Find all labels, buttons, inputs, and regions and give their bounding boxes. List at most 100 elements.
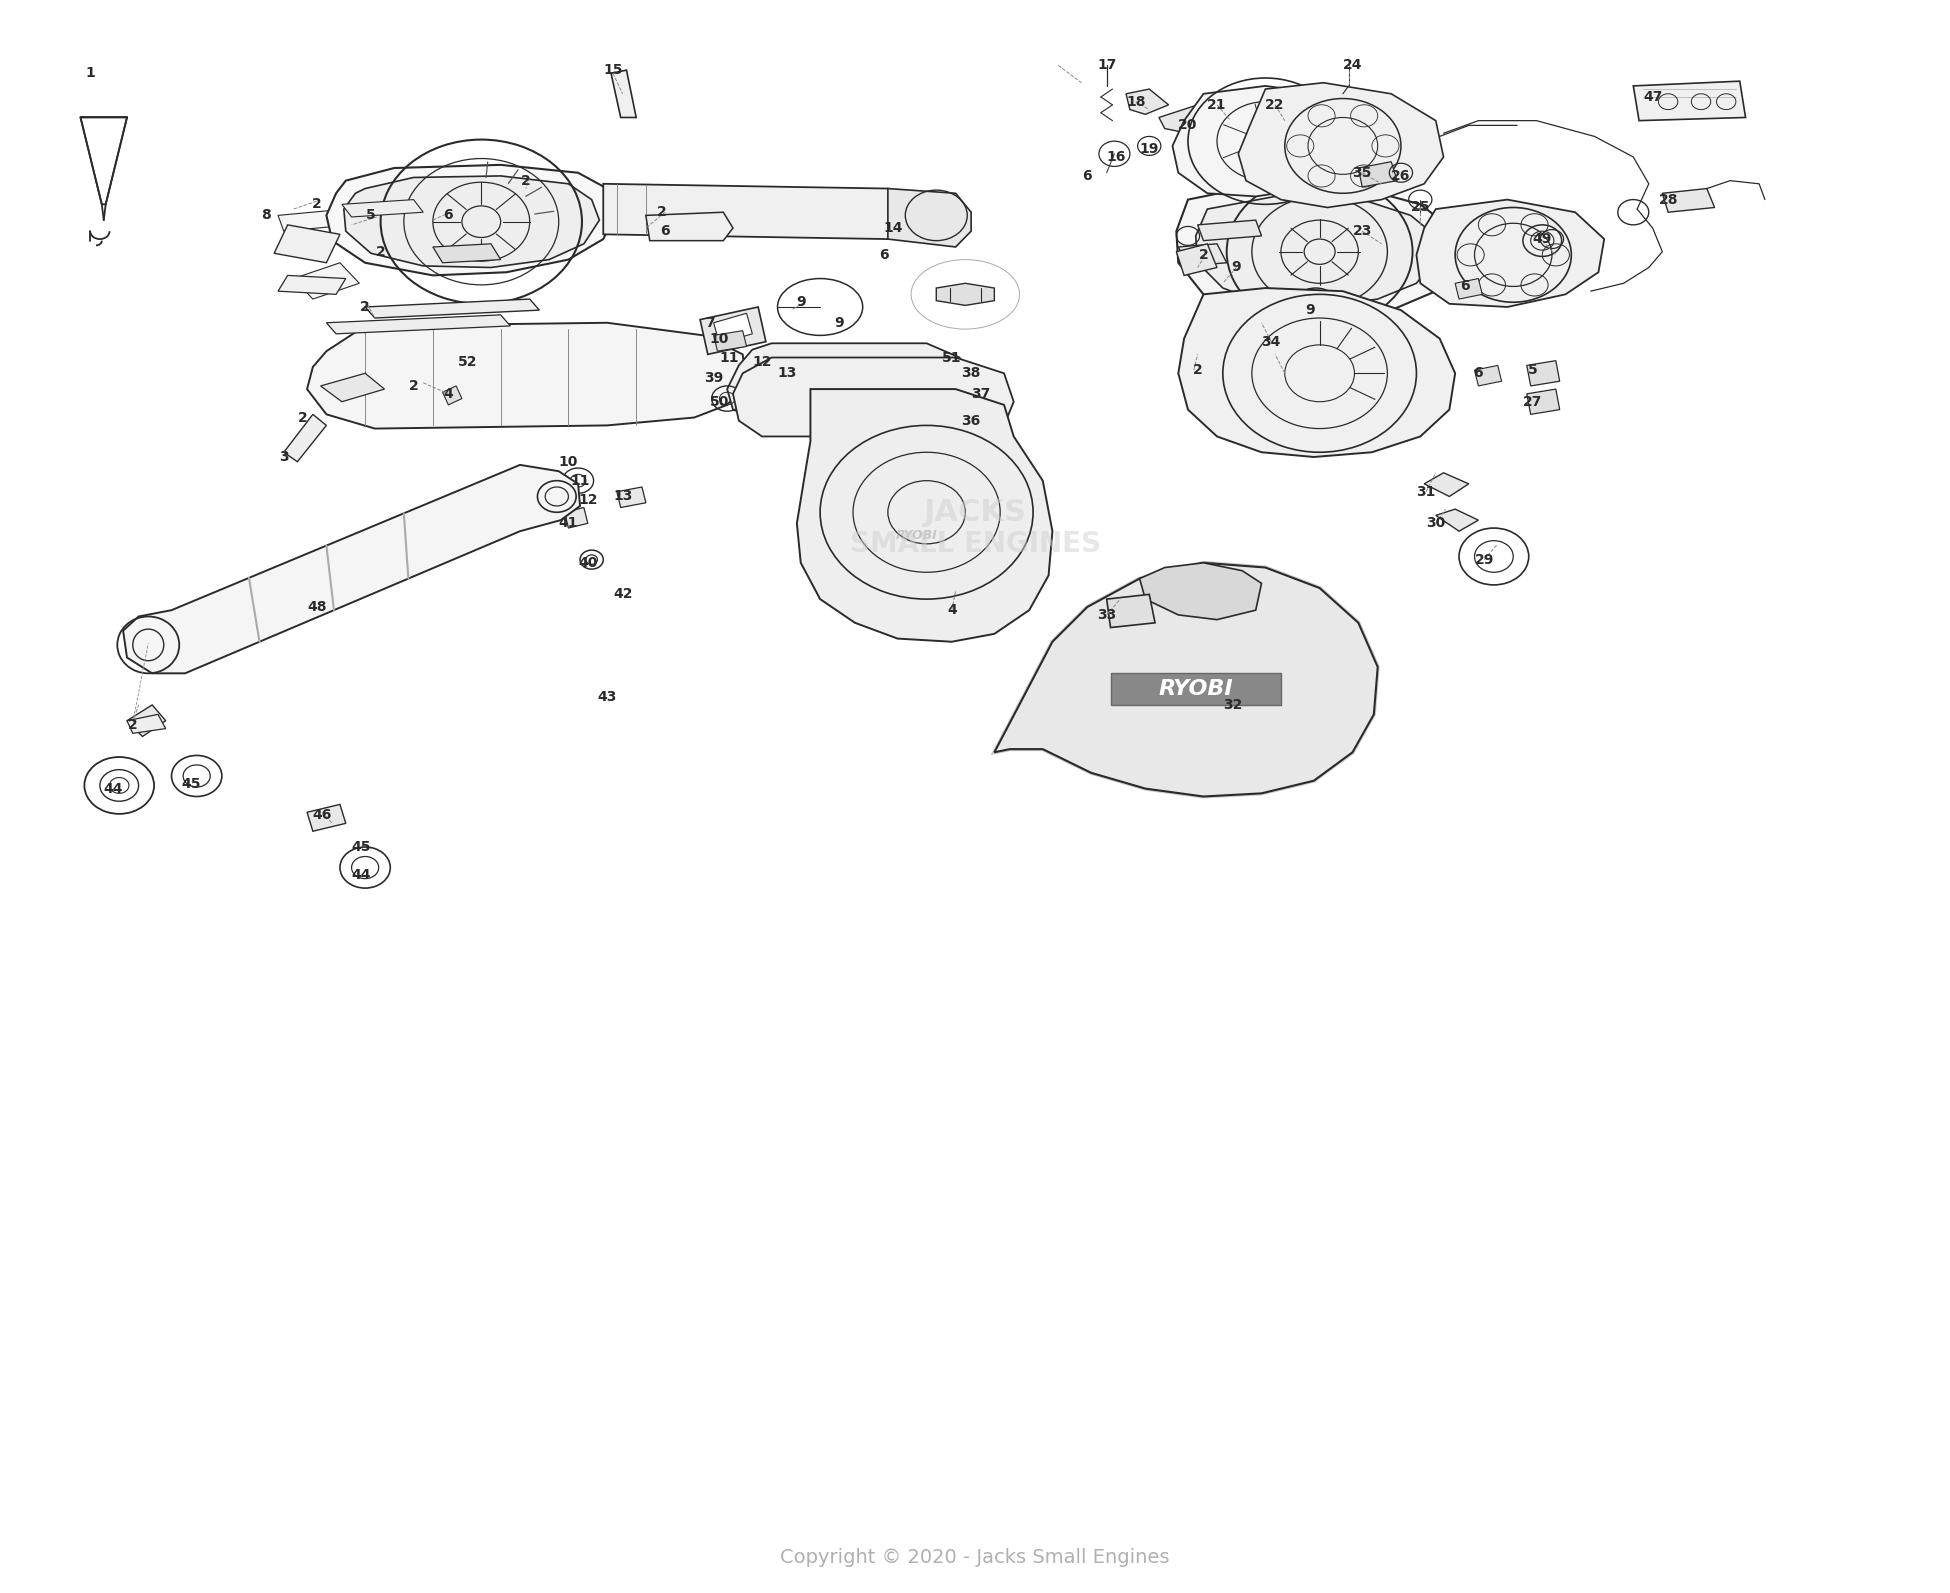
Text: 9: 9 [796,295,805,309]
Polygon shape [127,706,166,736]
Text: 11: 11 [720,350,739,365]
Text: 45: 45 [351,840,370,854]
Polygon shape [616,487,645,508]
Polygon shape [1197,362,1262,386]
Text: 2: 2 [521,174,530,188]
Polygon shape [306,323,747,429]
Polygon shape [433,244,501,263]
Polygon shape [1125,89,1168,115]
Text: 44: 44 [351,868,370,883]
Polygon shape [365,299,540,319]
Polygon shape [326,164,616,276]
Polygon shape [714,314,753,344]
Text: 11: 11 [569,473,589,487]
Text: 40: 40 [577,556,597,570]
Polygon shape [1203,323,1269,360]
Text: 2: 2 [361,299,370,314]
Polygon shape [1474,365,1502,386]
Text: 10: 10 [560,454,577,468]
Text: 6: 6 [1082,169,1092,183]
Text: 35: 35 [1353,166,1373,180]
Polygon shape [936,284,994,306]
Polygon shape [1634,81,1745,121]
Text: 9: 9 [1232,261,1242,274]
Text: 8: 8 [261,209,271,223]
Polygon shape [306,804,345,832]
Text: 43: 43 [597,690,616,704]
Text: 5: 5 [367,209,376,223]
Polygon shape [279,276,345,295]
Polygon shape [1527,360,1560,386]
Polygon shape [566,508,587,527]
Polygon shape [1416,199,1605,307]
Text: 23: 23 [1353,225,1373,239]
Text: 9: 9 [1305,303,1314,317]
Polygon shape [1139,562,1262,620]
Text: 18: 18 [1125,94,1145,108]
Text: 16: 16 [1108,150,1125,164]
Text: SMALL ENGINES: SMALL ENGINES [850,530,1100,558]
Text: 14: 14 [883,221,903,236]
Text: 12: 12 [753,355,772,370]
Text: 47: 47 [1644,89,1661,104]
Text: 10: 10 [710,331,729,346]
Text: 29: 29 [1474,553,1494,567]
Text: 39: 39 [704,371,723,386]
Text: 38: 38 [961,366,981,381]
Text: 2: 2 [1199,249,1209,261]
Text: 4: 4 [443,387,452,401]
Text: 2: 2 [312,198,322,212]
Polygon shape [1112,674,1281,706]
Polygon shape [1176,183,1455,320]
Text: 5: 5 [1527,363,1537,378]
Text: 6: 6 [1461,279,1470,293]
Polygon shape [127,714,166,733]
Polygon shape [1455,279,1482,299]
Text: 33: 33 [1098,609,1115,621]
Text: 41: 41 [558,516,577,530]
Text: 6: 6 [443,209,452,223]
Text: 37: 37 [971,387,991,401]
Polygon shape [1176,244,1217,276]
Polygon shape [443,386,462,405]
Polygon shape [994,562,1379,796]
Polygon shape [700,307,766,354]
Text: 3: 3 [279,449,289,464]
Text: 6: 6 [661,225,671,239]
Polygon shape [714,331,747,350]
Text: 21: 21 [1207,97,1227,112]
Text: 6: 6 [879,249,889,261]
Text: 28: 28 [1658,193,1677,207]
Polygon shape [610,70,636,118]
Text: 24: 24 [1344,59,1363,72]
Text: 22: 22 [1266,97,1285,112]
Polygon shape [1108,594,1154,628]
Text: 34: 34 [1262,335,1281,349]
Polygon shape [123,465,579,674]
Polygon shape [275,225,339,263]
Text: RYOBI: RYOBI [1158,679,1232,699]
Text: 1: 1 [86,67,96,80]
Text: 15: 15 [603,64,622,76]
Polygon shape [798,389,1053,642]
Polygon shape [887,188,971,247]
Text: 2: 2 [1193,363,1203,378]
Text: 45: 45 [181,777,201,790]
Polygon shape [1527,389,1560,414]
Polygon shape [1359,162,1396,186]
Text: 26: 26 [1390,169,1410,183]
Text: 12: 12 [577,492,597,507]
Polygon shape [326,315,511,335]
Text: 52: 52 [458,355,478,370]
Text: 2: 2 [410,379,419,393]
Text: 2: 2 [657,205,667,220]
Text: 7: 7 [706,315,714,330]
Polygon shape [285,414,326,462]
Polygon shape [1424,473,1468,497]
Text: 2: 2 [129,718,138,733]
Text: 13: 13 [612,489,632,503]
Text: 31: 31 [1416,484,1435,499]
Text: 32: 32 [1223,698,1242,712]
Polygon shape [1661,188,1714,212]
Text: 25: 25 [1410,201,1429,215]
